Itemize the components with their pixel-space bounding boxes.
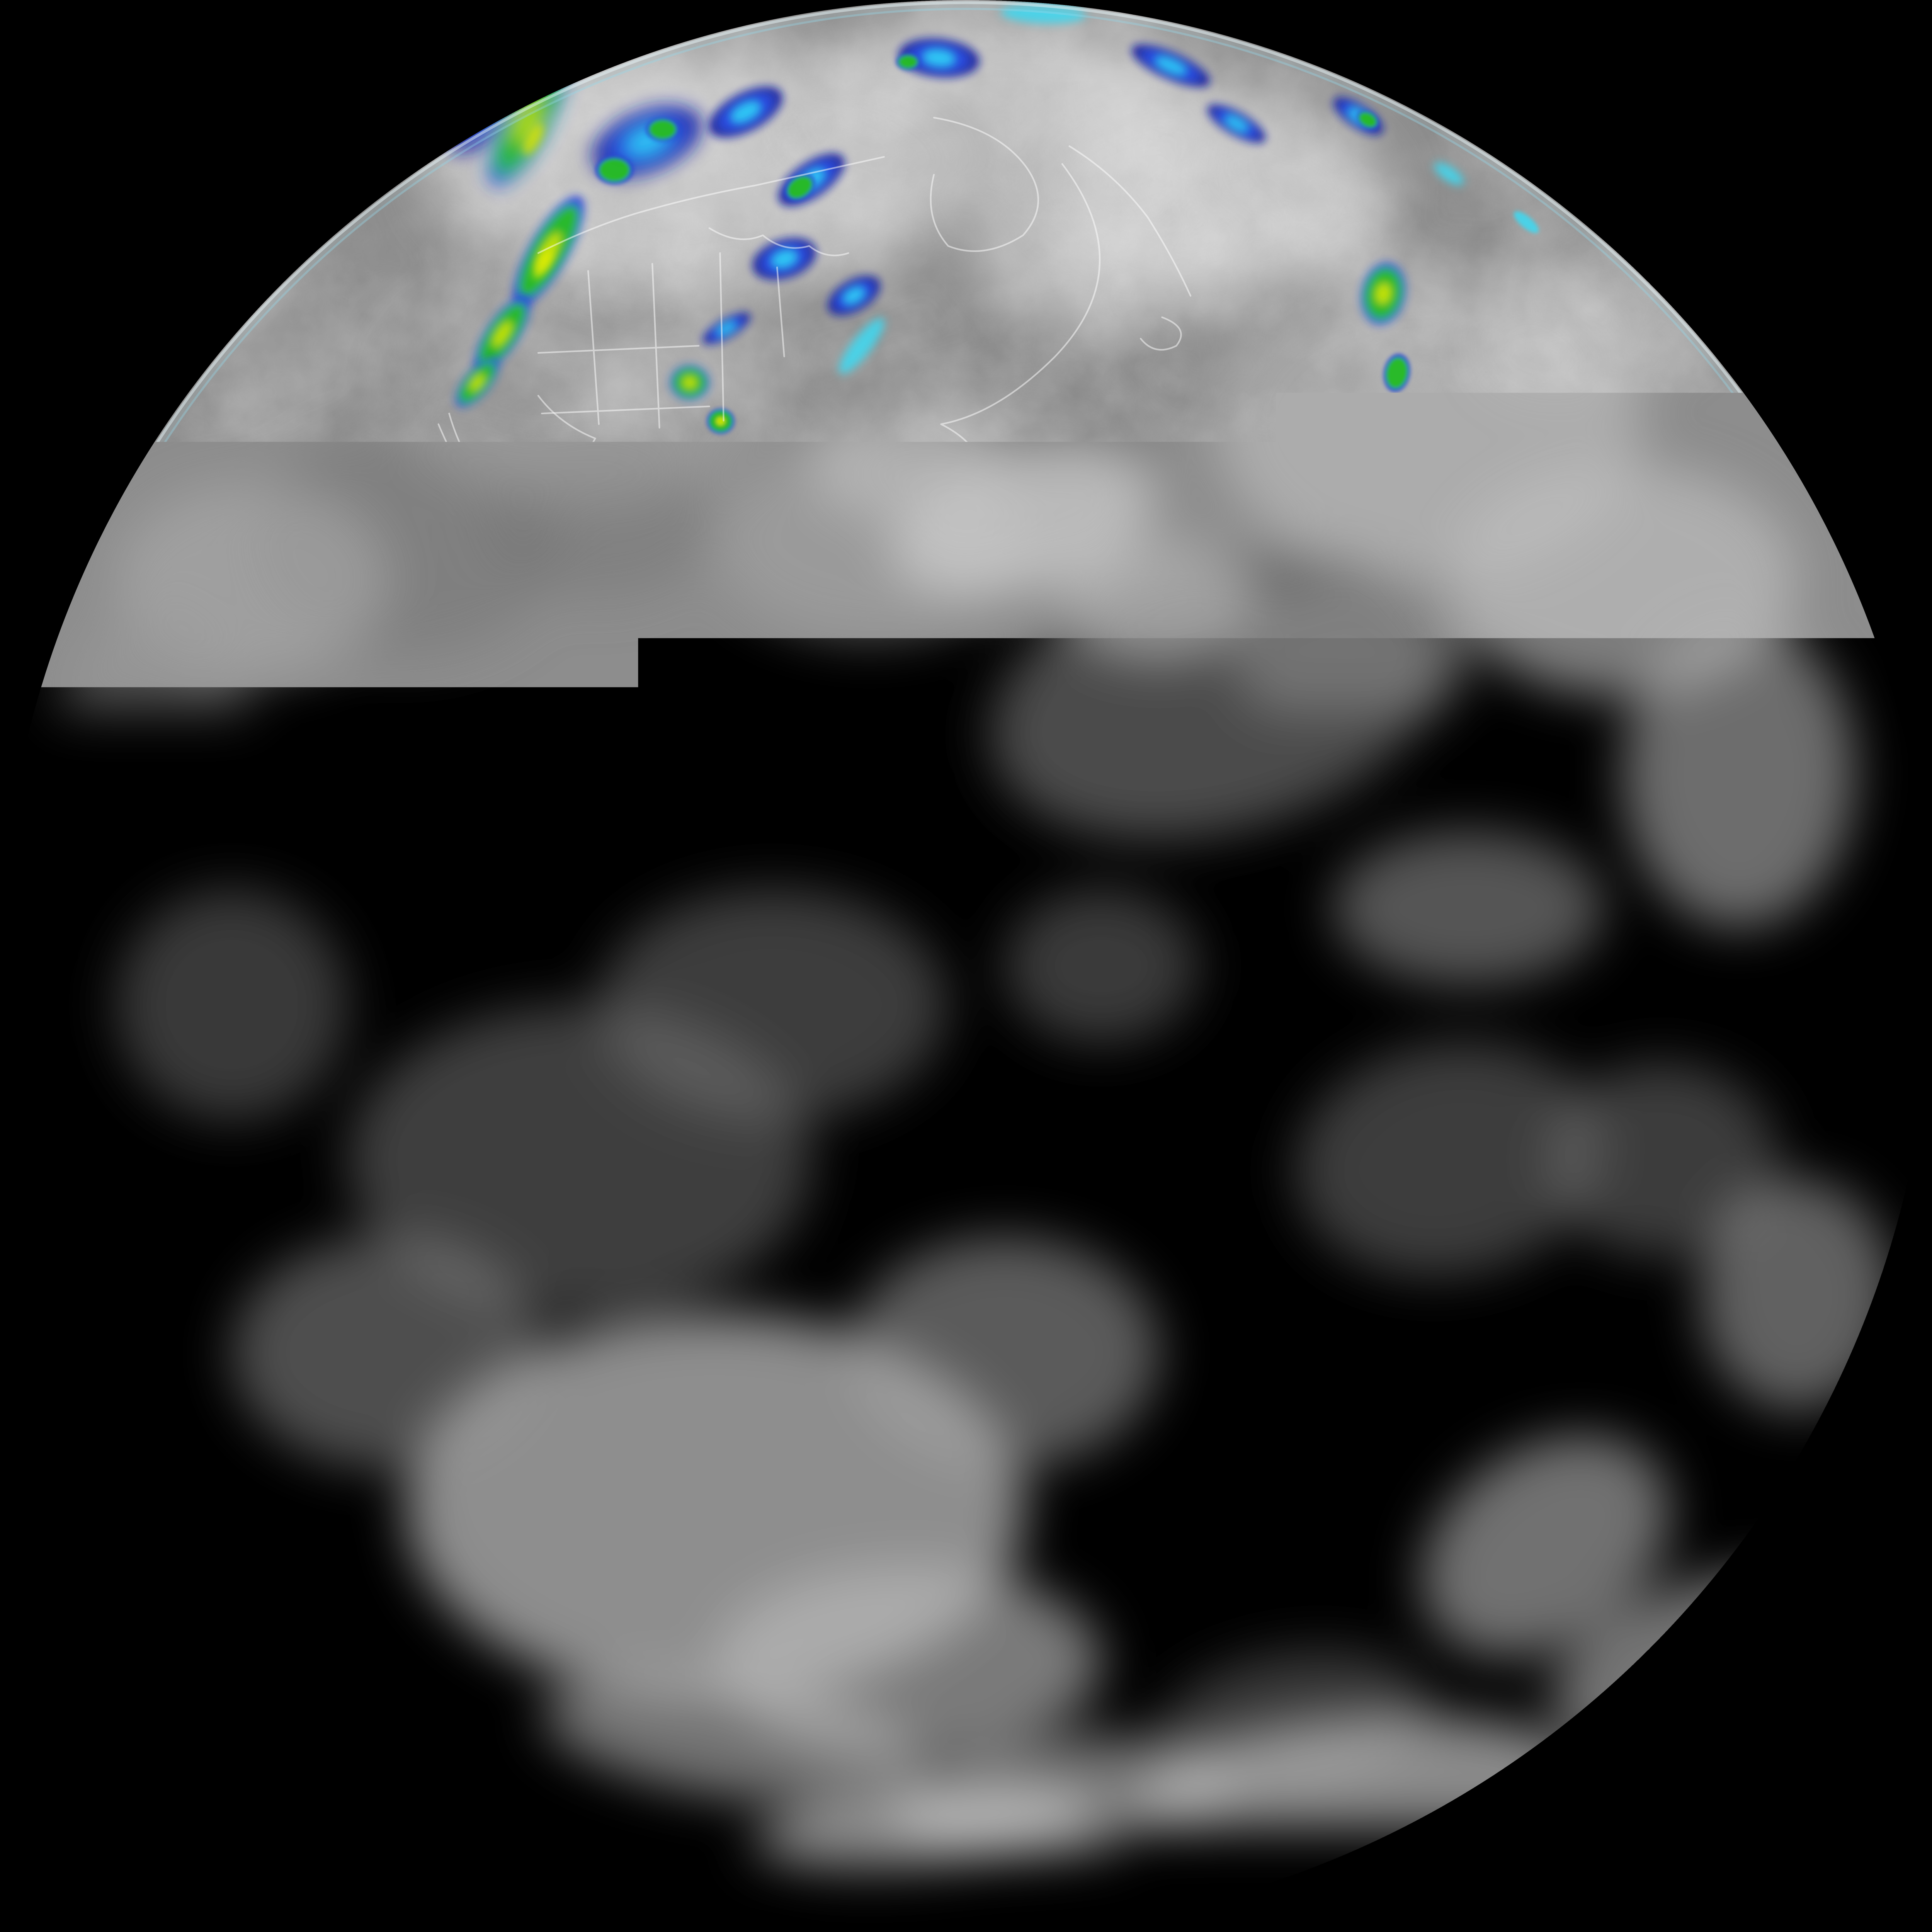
rainband-speck-5 [930, 713, 952, 732]
rainband-speck-3 [878, 688, 895, 707]
epac-left-yellow-cell [205, 733, 228, 754]
nicaragua-red-2 [737, 705, 759, 724]
itcz-cell-3 [525, 808, 553, 831]
rainband-speck-4 [902, 598, 922, 615]
eatl-isolated-green [1793, 830, 1820, 851]
itcz-cell-9 [602, 889, 619, 904]
itcz-cell-7 [685, 827, 706, 846]
atl-itcz-se-green-3 [1817, 998, 1838, 1015]
atl-itcz-orange-2 [1663, 797, 1684, 815]
guajira-cyan [999, 778, 1018, 791]
atl-itcz-south-yellow-2 [1615, 922, 1631, 933]
mcs-upstream-orange [1231, 1339, 1258, 1362]
quebec-green-speck [896, 53, 920, 70]
caribbean-tail-cell [983, 720, 1030, 767]
epac-cluster-orange [361, 806, 381, 821]
ecuador-green [949, 1007, 983, 1036]
amazon-cell [1119, 1174, 1138, 1190]
senegal-cells-2 [1789, 1102, 1813, 1119]
mcs-darkred-3 [1343, 1466, 1362, 1486]
atl-itcz-red-cell-south [1609, 852, 1645, 883]
itcz-cell-5 [622, 819, 646, 838]
brazil-coast-green-1 [1470, 1420, 1490, 1444]
bottom-right-cyan [1173, 1859, 1200, 1874]
atl-itcz-west-green-1 [1509, 824, 1543, 853]
rainband-speck-1 [862, 629, 884, 654]
nicaragua-red-3 [736, 730, 763, 753]
nicaragua-red-1 [717, 706, 740, 728]
nicaragua-red-4 [740, 753, 752, 765]
epac-cell-red [274, 750, 302, 776]
earth-disk [0, 0, 1932, 1932]
itcz-cell-6 [659, 826, 678, 843]
peru-green-2 [1065, 1111, 1087, 1130]
satellite-image-stage [0, 0, 1932, 1932]
southern-plains-cell [670, 365, 709, 400]
itcz-cell-8 [553, 867, 572, 884]
peru-green-1 [1034, 1080, 1061, 1104]
hurricane-eye [944, 652, 950, 658]
bolivia-cell [1128, 1267, 1151, 1287]
north-atlantic-green-speck [1342, 507, 1367, 536]
senegal-cells-3 [1731, 1109, 1754, 1124]
atl-itcz-nw-red [1527, 729, 1534, 735]
itcz-cell-4 [576, 799, 599, 820]
satellite-full-disk-image [0, 0, 1932, 1932]
atl-itcz-se-green-2 [1777, 1014, 1801, 1034]
rainband-speck-2 [856, 658, 875, 679]
itcz-cell-1 [437, 776, 460, 797]
plains-green-1 [595, 156, 634, 185]
colombia-south-cyan [947, 871, 970, 888]
gulf-coast-cell [707, 408, 735, 434]
spac-stripe-green [515, 1652, 540, 1671]
atl-itcz-south-yellow-1 [1586, 917, 1605, 930]
eatl-green-small [1850, 934, 1871, 951]
itcz-cell-2 [476, 792, 502, 815]
south-atlantic-green-dot [1624, 1349, 1645, 1368]
epac-far-orange-cell [446, 730, 470, 751]
plains-green-2 [646, 117, 679, 142]
costa-rica-cell [764, 779, 793, 809]
